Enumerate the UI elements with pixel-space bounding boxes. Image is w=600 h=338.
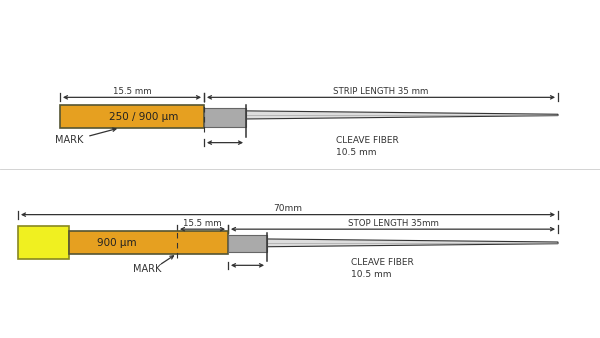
Polygon shape bbox=[246, 111, 558, 119]
Bar bbox=[228, 235, 267, 252]
Bar bbox=[18, 226, 69, 259]
Bar bbox=[60, 105, 204, 128]
Bar bbox=[69, 231, 228, 254]
Text: CLEAVE FIBER
10.5 mm: CLEAVE FIBER 10.5 mm bbox=[351, 258, 414, 279]
Text: 15.5 mm: 15.5 mm bbox=[183, 219, 222, 227]
Text: 15.5 mm: 15.5 mm bbox=[113, 87, 151, 96]
Polygon shape bbox=[267, 239, 558, 247]
Text: 900 μm: 900 μm bbox=[97, 238, 137, 248]
Text: STRIP LENGTH 35 mm: STRIP LENGTH 35 mm bbox=[334, 87, 428, 96]
Text: 70mm: 70mm bbox=[274, 204, 302, 213]
Text: MARK: MARK bbox=[55, 135, 83, 145]
Text: CLEAVE FIBER
10.5 mm: CLEAVE FIBER 10.5 mm bbox=[336, 136, 399, 157]
Bar bbox=[204, 108, 246, 127]
Text: MARK: MARK bbox=[133, 264, 161, 274]
Text: STOP LENGTH 35mm: STOP LENGTH 35mm bbox=[347, 219, 439, 227]
Text: 250 / 900 μm: 250 / 900 μm bbox=[109, 112, 178, 122]
